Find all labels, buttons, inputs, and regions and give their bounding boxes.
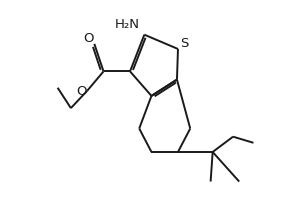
Text: O: O xyxy=(83,32,93,45)
Text: H₂N: H₂N xyxy=(115,18,139,31)
Text: O: O xyxy=(76,85,86,98)
Text: S: S xyxy=(180,37,188,50)
